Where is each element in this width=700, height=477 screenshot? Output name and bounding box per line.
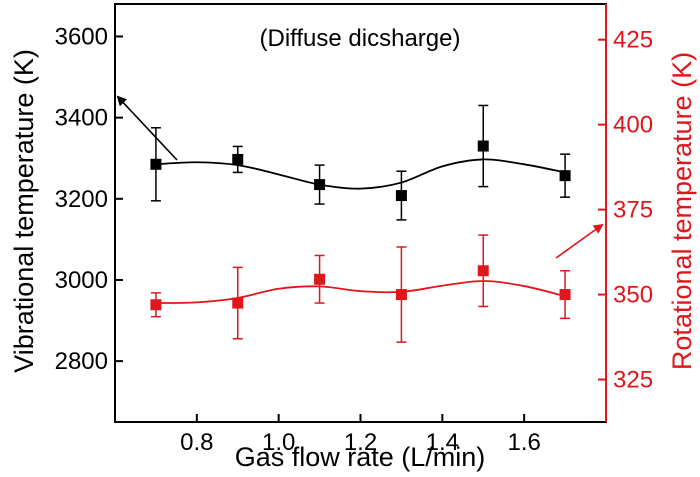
right-axis-title: Rotational temperature (K) (667, 52, 697, 370)
left-tick-label: 3200 (55, 186, 108, 213)
chart-annotation: (Diffuse dicsharge) (260, 25, 461, 52)
left-tick-label: 2800 (55, 348, 108, 375)
left-tick-label: 3600 (55, 23, 108, 50)
x-tick-label: 1.4 (426, 429, 459, 456)
right-tick-label: 350 (613, 282, 653, 309)
fit-curves (155, 158, 566, 304)
right-tick-label: 325 (613, 367, 653, 394)
vibrational-point (395, 190, 407, 202)
rotational-point (314, 273, 326, 285)
right-tick-label: 375 (613, 197, 653, 224)
left-tick-label: 3000 (55, 267, 108, 294)
left-axis-title: Vibrational temperature (K) (9, 49, 39, 373)
data-series (150, 104, 571, 343)
left-axis-arrow (116, 95, 178, 161)
x-axis-ticks: 0.8 1.0 1.2 1.4 1.6 (180, 414, 541, 456)
rotational-point (232, 297, 244, 309)
x-tick-label: 0.8 (180, 429, 213, 456)
plot-frame (114, 3, 607, 423)
right-tick-label: 400 (613, 112, 653, 139)
x-tick-label: 1.0 (262, 429, 295, 456)
vibrational-fit-curve (155, 158, 566, 190)
rotational-point (477, 265, 489, 277)
vibrational-point (477, 140, 489, 152)
vibrational-point (314, 179, 326, 191)
vibrational-point (559, 170, 571, 182)
right-axis-arrow (555, 223, 604, 259)
x-tick-label: 1.2 (344, 429, 377, 456)
rotational-point (395, 289, 407, 301)
left-axis-ticks: 2800 3000 3200 3400 3600 (55, 23, 123, 375)
right-tick-label: 425 (613, 27, 653, 54)
left-tick-label: 3400 (55, 105, 108, 132)
right-axis-ticks: 325 350 375 400 425 (598, 27, 653, 394)
rotational-fit-curve (155, 280, 566, 304)
x-tick-label: 1.6 (507, 429, 540, 456)
vibrational-point (232, 153, 244, 165)
vibrational-point (150, 158, 162, 170)
x-axis-title: Gas flow rate (L/min) (235, 442, 486, 472)
rotational-point (150, 299, 162, 311)
rotational-point (559, 289, 571, 301)
